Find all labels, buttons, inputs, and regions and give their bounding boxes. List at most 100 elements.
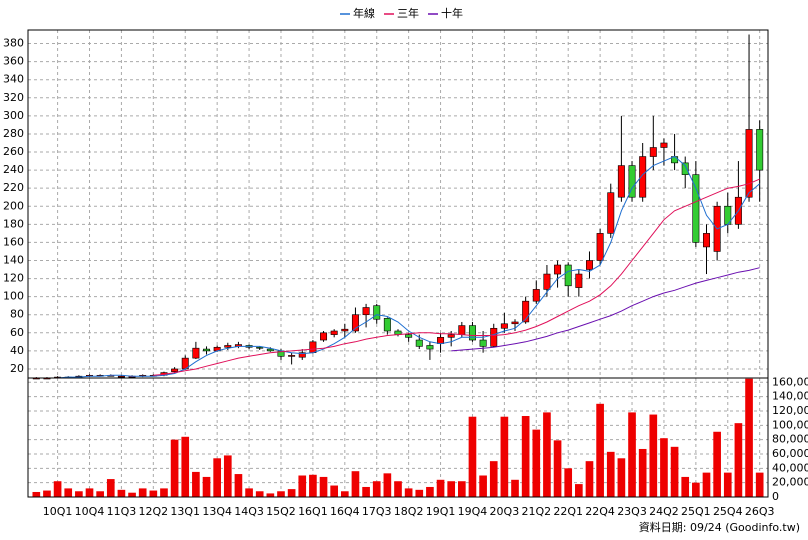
x-tick-label: 23Q3 (617, 505, 647, 518)
volume-bar (255, 491, 264, 497)
volume-bar (340, 491, 349, 497)
volume-bar (457, 481, 466, 497)
volume-bar (511, 479, 519, 497)
volume-bar (106, 479, 115, 497)
candle-body (288, 355, 296, 357)
volume-bar (181, 436, 190, 497)
candle-body (745, 129, 753, 198)
y-tick-label: 20 (10, 362, 24, 375)
x-tick-label: 17Q3 (362, 505, 392, 518)
volume-bar (362, 486, 370, 497)
volume-bar (543, 412, 551, 497)
volume-bar (649, 414, 658, 497)
legend-label: 三年 (397, 6, 419, 20)
candle-body (298, 352, 306, 358)
volume-bar (415, 489, 424, 497)
y-tick-label: 300 (3, 109, 24, 122)
candle-body (617, 165, 625, 198)
volume-bar (117, 489, 126, 497)
volume-bar (617, 458, 626, 497)
x-tick-label: 10Q1 (43, 505, 73, 518)
candle-body (405, 334, 413, 338)
volume-bar (628, 412, 636, 497)
ma-line (36, 155, 761, 379)
volume-bar (638, 448, 647, 497)
candle-body (266, 348, 274, 352)
x-tick-label: 22Q4 (585, 505, 615, 518)
candle-body (224, 345, 232, 348)
y-tick-label: 360 (3, 55, 24, 68)
candle-body (564, 264, 572, 287)
candle-body (341, 328, 349, 332)
footnote: 資料日期: 09/24 (Goodinfo.tw) (639, 520, 800, 534)
y-tick-label: 100 (3, 290, 24, 303)
volume-bar (202, 476, 211, 497)
volume-bar (532, 429, 541, 497)
candle-body (362, 307, 370, 316)
volume-bar (553, 440, 562, 497)
candle-body (447, 334, 455, 338)
candle-body (756, 129, 764, 171)
x-tick-label: 21Q2 (521, 505, 551, 518)
volume-bar (596, 403, 604, 497)
volume-bar (96, 491, 104, 497)
x-tick-label: 13Q1 (170, 505, 200, 518)
y-tick-label: 40 (10, 344, 24, 357)
volume-bar (383, 473, 392, 497)
volume-bar (43, 490, 51, 497)
candle-body (639, 156, 647, 198)
x-tick-label: 19Q4 (458, 505, 488, 518)
candle-body (575, 273, 583, 288)
y-tick-label: 280 (3, 127, 24, 140)
y-tick-label: 140 (3, 253, 24, 266)
volume-frame (27, 377, 769, 498)
y-tick-label: 120 (3, 272, 24, 285)
volume-bar (85, 488, 94, 497)
candle-body (490, 327, 498, 347)
volume-bar (223, 455, 232, 497)
x-tick-label: 25Q1 (681, 505, 711, 518)
volume-bar (149, 490, 158, 497)
volume-bar (75, 491, 83, 497)
y-tick-label: 380 (3, 37, 24, 50)
y-tick-label: 260 (3, 145, 24, 158)
candle-body (596, 233, 604, 261)
y2-tick-label: 120,000 (772, 404, 808, 417)
x-tick-label: 24Q2 (649, 505, 679, 518)
price-frame (27, 29, 769, 379)
candle-body (256, 346, 264, 349)
volume-bar (755, 472, 764, 497)
legend-label: 年線 (353, 6, 375, 20)
y-tick-label: 80 (10, 308, 24, 321)
volume-bar (213, 458, 221, 497)
candle-body (660, 142, 668, 148)
volume-bar (723, 472, 732, 497)
volume-bar (702, 472, 711, 497)
volume-bar (447, 481, 456, 497)
y2-tick-label: 80,000 (772, 433, 808, 446)
y-tick-label: 60 (10, 326, 24, 339)
volume-bar (64, 488, 73, 497)
x-tick-label: 26Q3 (745, 505, 775, 518)
volume-bar (585, 461, 594, 497)
y2-tick-label: 140,000 (772, 390, 808, 403)
volume-bar (521, 415, 530, 497)
candle-body (681, 162, 689, 175)
volume-bar (298, 475, 307, 497)
volume-bar (287, 489, 296, 497)
volume-bar (138, 488, 147, 497)
volume-bar (128, 492, 136, 497)
candle-body (649, 147, 657, 157)
y2-tick-label: 20,000 (772, 476, 808, 489)
volume-bar (500, 416, 509, 497)
y-tick-label: 160 (3, 235, 24, 248)
volume-bar (394, 481, 402, 497)
candle-body (522, 300, 530, 323)
candle-body (554, 264, 562, 275)
volume-bar (426, 486, 434, 497)
candle-body (468, 325, 476, 341)
candle-body (607, 192, 615, 234)
candle-body (692, 174, 700, 243)
volume-bar (234, 474, 243, 497)
